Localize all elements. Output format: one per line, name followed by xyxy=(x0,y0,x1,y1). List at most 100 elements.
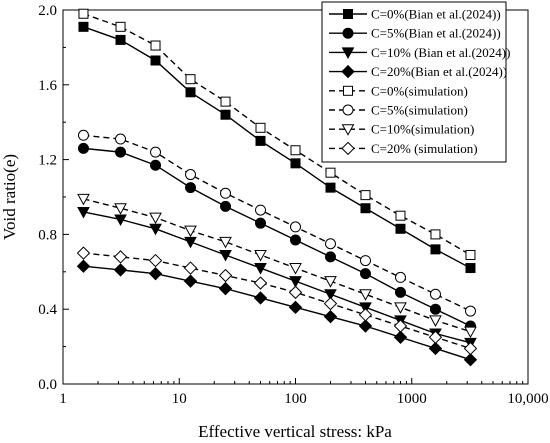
series-6-point xyxy=(359,255,371,267)
legend-label: C=5%(Bian et al.(2024)) xyxy=(371,26,501,41)
legend-box xyxy=(321,1,507,163)
series-2-point xyxy=(185,182,197,194)
series-2-point xyxy=(255,217,267,229)
legend-label: C=0%(Bian et al.(2024)) xyxy=(371,7,501,22)
legend-marker xyxy=(343,85,353,96)
x-tick-label: 1 xyxy=(59,391,67,407)
series-5-point xyxy=(465,249,476,260)
legend-marker xyxy=(341,64,355,79)
series-4-point xyxy=(393,330,408,344)
series-7-point xyxy=(77,193,90,206)
legend-label: C=20%(Bian et al.(2024)) xyxy=(371,64,507,79)
series-5-point xyxy=(325,167,336,178)
series-7-point xyxy=(359,289,372,301)
series-8-point xyxy=(288,285,303,300)
legend-label: C=0%(simulation) xyxy=(371,83,468,98)
series-1-point xyxy=(185,87,196,98)
series-line-4 xyxy=(83,265,471,361)
series-line-7 xyxy=(83,198,471,333)
series-1-point xyxy=(150,55,161,66)
series-1-point xyxy=(325,182,336,193)
series-4-point xyxy=(148,266,163,281)
series-5-point xyxy=(395,210,406,221)
series-8-point xyxy=(113,250,128,264)
series-6-point xyxy=(115,133,127,145)
series-2-point xyxy=(220,200,232,212)
series-2-point xyxy=(324,251,336,263)
legend-label: C=10%(simulation) xyxy=(371,122,474,137)
series-6-point xyxy=(150,146,162,158)
series-3-point xyxy=(219,249,232,262)
series-8-point xyxy=(76,246,91,260)
series-2-point xyxy=(359,268,371,280)
series-4-point xyxy=(288,300,303,315)
y-tick-label: 0.0 xyxy=(38,377,57,393)
series-4-point xyxy=(113,263,128,277)
axis-ticks: 1 10 100 1000 10,000 0.0 0.4 0.8 1.2 1.6 2.0 xyxy=(38,3,548,407)
series-8-point xyxy=(358,308,373,322)
y-tick-label: 1.6 xyxy=(38,78,57,94)
series-7-point xyxy=(219,236,232,249)
series-2-point xyxy=(290,234,301,246)
series-1-point xyxy=(430,244,441,255)
series-6-point xyxy=(324,238,336,250)
series-line-2 xyxy=(83,147,471,327)
series-8-point xyxy=(428,330,443,344)
series-8-point xyxy=(183,261,198,275)
series-1-point xyxy=(78,21,89,32)
legend-marker xyxy=(341,141,355,156)
series-1-point xyxy=(115,34,126,45)
series-1-point xyxy=(360,203,371,214)
series-4-point xyxy=(76,259,91,273)
legend-marker xyxy=(341,124,355,136)
series-4-point xyxy=(463,352,478,367)
series-7-point xyxy=(429,315,442,327)
series-7-point xyxy=(184,225,197,238)
series-4-point xyxy=(428,341,443,356)
series-3-point xyxy=(114,214,127,226)
series-7-point xyxy=(394,302,407,314)
series-lines xyxy=(83,13,471,361)
series-2-point xyxy=(429,303,441,315)
legend-label: C=5%(simulation) xyxy=(371,103,468,118)
series-1-point xyxy=(465,263,476,274)
series-7-point xyxy=(114,203,127,215)
series-8-point xyxy=(323,296,338,311)
series-7-point xyxy=(149,212,162,225)
series-3-point xyxy=(149,223,162,236)
legend-marker xyxy=(341,47,355,59)
series-6-point xyxy=(77,129,89,141)
series-1-point xyxy=(290,158,301,169)
series-5-point xyxy=(430,229,441,240)
series-1-point xyxy=(220,109,231,120)
series-7-point xyxy=(464,326,477,339)
series-4-point xyxy=(323,309,338,324)
series-8-point xyxy=(393,319,408,333)
series-1-point xyxy=(255,135,266,146)
series-6-point xyxy=(429,288,441,300)
series-4-point xyxy=(218,281,233,296)
series-6-point xyxy=(464,305,476,317)
series-2-point xyxy=(77,142,89,154)
series-6-point xyxy=(255,204,267,216)
series-5-point xyxy=(78,8,89,19)
series-8-point xyxy=(253,276,268,290)
x-tick-label: 10 xyxy=(172,391,187,407)
series-6-point xyxy=(220,187,232,199)
series-8-point xyxy=(218,268,233,283)
y-tick-label: 0.4 xyxy=(38,302,57,318)
x-tick-label: 10,000 xyxy=(507,391,548,407)
legend: C=0%(Bian et al.(2024)) C=5%(Bian et al.(… xyxy=(329,7,510,156)
series-2-point xyxy=(150,159,162,171)
series-4-point xyxy=(183,274,198,288)
series-5-point xyxy=(290,145,301,156)
series-5-point xyxy=(115,21,126,32)
series-3-point xyxy=(184,236,197,249)
series-4-point xyxy=(358,319,373,333)
series-markers xyxy=(76,8,478,367)
x-axis-title: Effective vertical stress: kPa xyxy=(198,422,392,441)
series-line-5 xyxy=(83,13,471,256)
series-line-8 xyxy=(83,252,471,350)
legend-label: C=20% (simulation) xyxy=(371,141,478,156)
series-5-point xyxy=(220,96,231,107)
